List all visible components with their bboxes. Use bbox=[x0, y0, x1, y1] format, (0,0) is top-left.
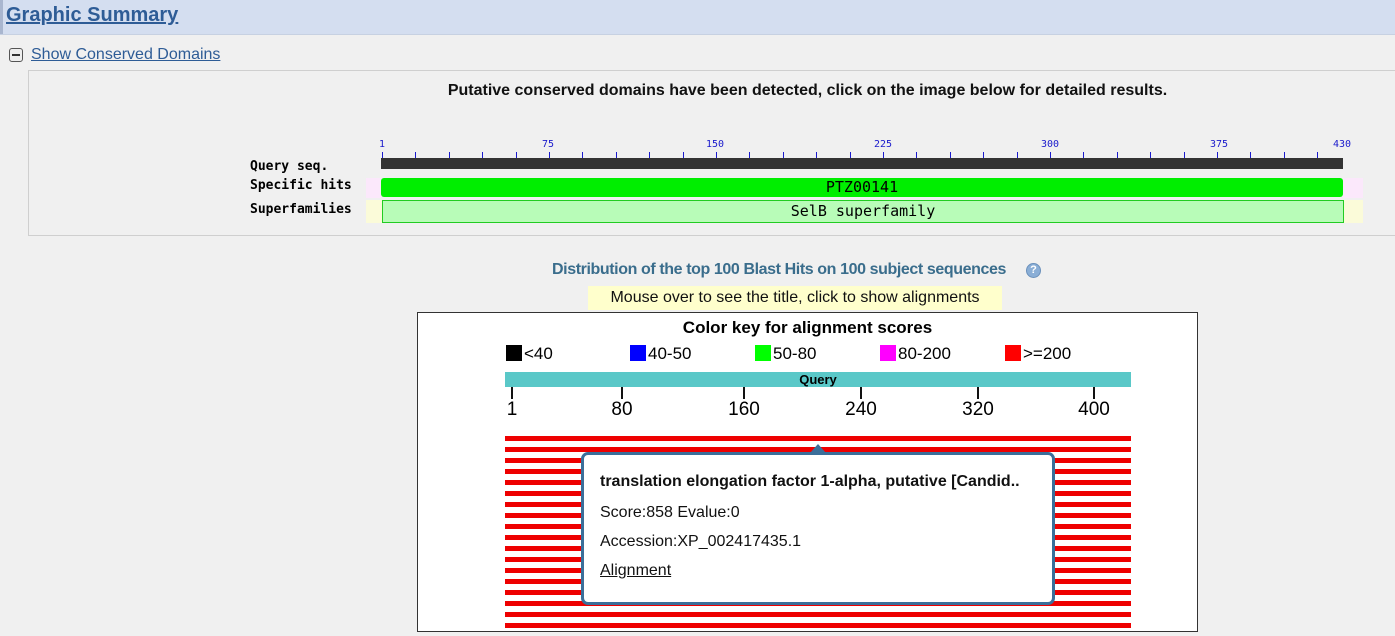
color-key-label: 40-50 bbox=[648, 344, 692, 363]
query-seq-label: Query seq. bbox=[250, 159, 329, 174]
ruler-tick bbox=[1317, 152, 1319, 158]
ruler-tick bbox=[1150, 152, 1152, 158]
ruler-tick bbox=[749, 152, 751, 158]
superfamily-domain[interactable]: SelB superfamily bbox=[382, 200, 1344, 223]
show-conserved-domains-link[interactable]: Show Conserved Domains bbox=[31, 46, 221, 63]
color-key-item: 50-80 bbox=[755, 344, 816, 364]
color-key-item: <40 bbox=[506, 344, 553, 364]
axis-tick bbox=[1093, 387, 1095, 399]
ruler-label: 75 bbox=[541, 139, 555, 150]
color-key-item: >=200 bbox=[1005, 344, 1071, 364]
color-key-label: >=200 bbox=[1023, 344, 1072, 363]
ruler-tick bbox=[1016, 152, 1018, 158]
query-bar: Query bbox=[505, 372, 1131, 387]
color-key-label: 50-80 bbox=[773, 344, 817, 363]
axis-tick bbox=[977, 387, 979, 399]
ruler-tick bbox=[1050, 152, 1051, 158]
hit-line[interactable] bbox=[505, 612, 1131, 617]
axis-label: 80 bbox=[611, 399, 633, 420]
ruler-label: 150 bbox=[705, 139, 725, 150]
alignment-link[interactable]: Alignment bbox=[600, 562, 672, 579]
mouseover-hint: Mouse over to see the title, click to sh… bbox=[588, 286, 1002, 310]
ruler-tick bbox=[415, 152, 417, 158]
axis-label: 400 bbox=[1078, 399, 1110, 420]
color-swatch bbox=[630, 345, 646, 361]
conserved-domains-message: Putative conserved domains have been det… bbox=[447, 82, 1168, 99]
ruler-tick bbox=[1183, 152, 1185, 158]
ruler-tick bbox=[1116, 152, 1118, 158]
ruler-label: 375 bbox=[1209, 139, 1229, 150]
color-swatch bbox=[755, 345, 771, 361]
axis-label: 240 bbox=[845, 399, 877, 420]
ruler-tick bbox=[582, 152, 584, 158]
ruler-tick bbox=[1283, 152, 1285, 158]
color-key-title: Color key for alignment scores bbox=[682, 318, 933, 337]
ruler-tick bbox=[782, 152, 784, 158]
specific-hits-pad-right bbox=[1343, 178, 1363, 198]
axis-tick bbox=[743, 387, 745, 399]
ruler-tick bbox=[916, 152, 918, 158]
collapse-icon[interactable] bbox=[9, 48, 23, 62]
superfamily-pad-right bbox=[1343, 200, 1363, 223]
ruler-tick bbox=[1250, 152, 1252, 158]
axis-label: 320 bbox=[962, 399, 994, 420]
axis-tick bbox=[860, 387, 862, 399]
color-swatch bbox=[880, 345, 896, 361]
ruler-tick bbox=[816, 152, 818, 158]
ruler-label: 430 bbox=[1332, 139, 1352, 150]
ruler-tick bbox=[549, 152, 550, 158]
ruler-tick bbox=[649, 152, 651, 158]
ruler-tick bbox=[983, 152, 985, 158]
superfamily-pad-left bbox=[366, 200, 382, 223]
axis-label: 160 bbox=[728, 399, 760, 420]
superfamilies-label: Superfamilies bbox=[250, 202, 352, 217]
ruler-tick bbox=[448, 152, 450, 158]
hit-tooltip: translation elongation factor 1-alpha, p… bbox=[581, 452, 1055, 605]
ruler-tick bbox=[515, 152, 517, 158]
help-icon[interactable]: ? bbox=[1026, 263, 1041, 278]
color-key-item: 40-50 bbox=[630, 344, 691, 364]
ruler-tick bbox=[1083, 152, 1085, 158]
specific-hit-domain[interactable]: PTZ00141 bbox=[381, 178, 1343, 197]
ruler-label: 225 bbox=[873, 139, 893, 150]
distribution-title: Distribution of the top 100 Blast Hits o… bbox=[552, 261, 1007, 278]
axis-tick bbox=[511, 387, 513, 399]
ruler-tick bbox=[849, 152, 851, 158]
graphic-summary-link[interactable]: Graphic Summary bbox=[6, 4, 179, 26]
ruler-tick bbox=[716, 152, 717, 158]
color-key-item: 80-200 bbox=[880, 344, 951, 364]
tooltip-score: Score:858 Evalue:0 bbox=[600, 504, 740, 521]
specific-hits-pad-left bbox=[366, 178, 381, 198]
ruler-tick bbox=[615, 152, 617, 158]
specific-hits-label: Specific hits bbox=[250, 178, 352, 193]
query-sequence-bar[interactable] bbox=[381, 158, 1343, 169]
tooltip-arrow bbox=[810, 444, 826, 453]
ruler-label: 300 bbox=[1040, 139, 1060, 150]
ruler-label: 1 bbox=[378, 139, 386, 150]
ruler-tick bbox=[382, 152, 383, 158]
ruler-tick bbox=[1217, 152, 1218, 158]
ruler-tick bbox=[949, 152, 951, 158]
tooltip-title: translation elongation factor 1-alpha, p… bbox=[600, 473, 1020, 490]
header-accent-bar bbox=[0, 0, 3, 34]
color-swatch bbox=[506, 345, 522, 361]
hit-line[interactable] bbox=[505, 436, 1131, 441]
axis-label: 1 bbox=[506, 399, 518, 420]
ruler-tick bbox=[883, 152, 884, 158]
color-key-label: 80-200 bbox=[898, 344, 951, 363]
axis-tick bbox=[621, 387, 623, 399]
color-swatch bbox=[1005, 345, 1021, 361]
graphic-summary-header: Graphic Summary bbox=[0, 0, 1395, 35]
tooltip-accession: Accession:XP_002417435.1 bbox=[600, 533, 802, 550]
ruler-tick bbox=[682, 152, 684, 158]
ruler-tick bbox=[482, 152, 484, 158]
color-key-label: <40 bbox=[524, 344, 553, 363]
